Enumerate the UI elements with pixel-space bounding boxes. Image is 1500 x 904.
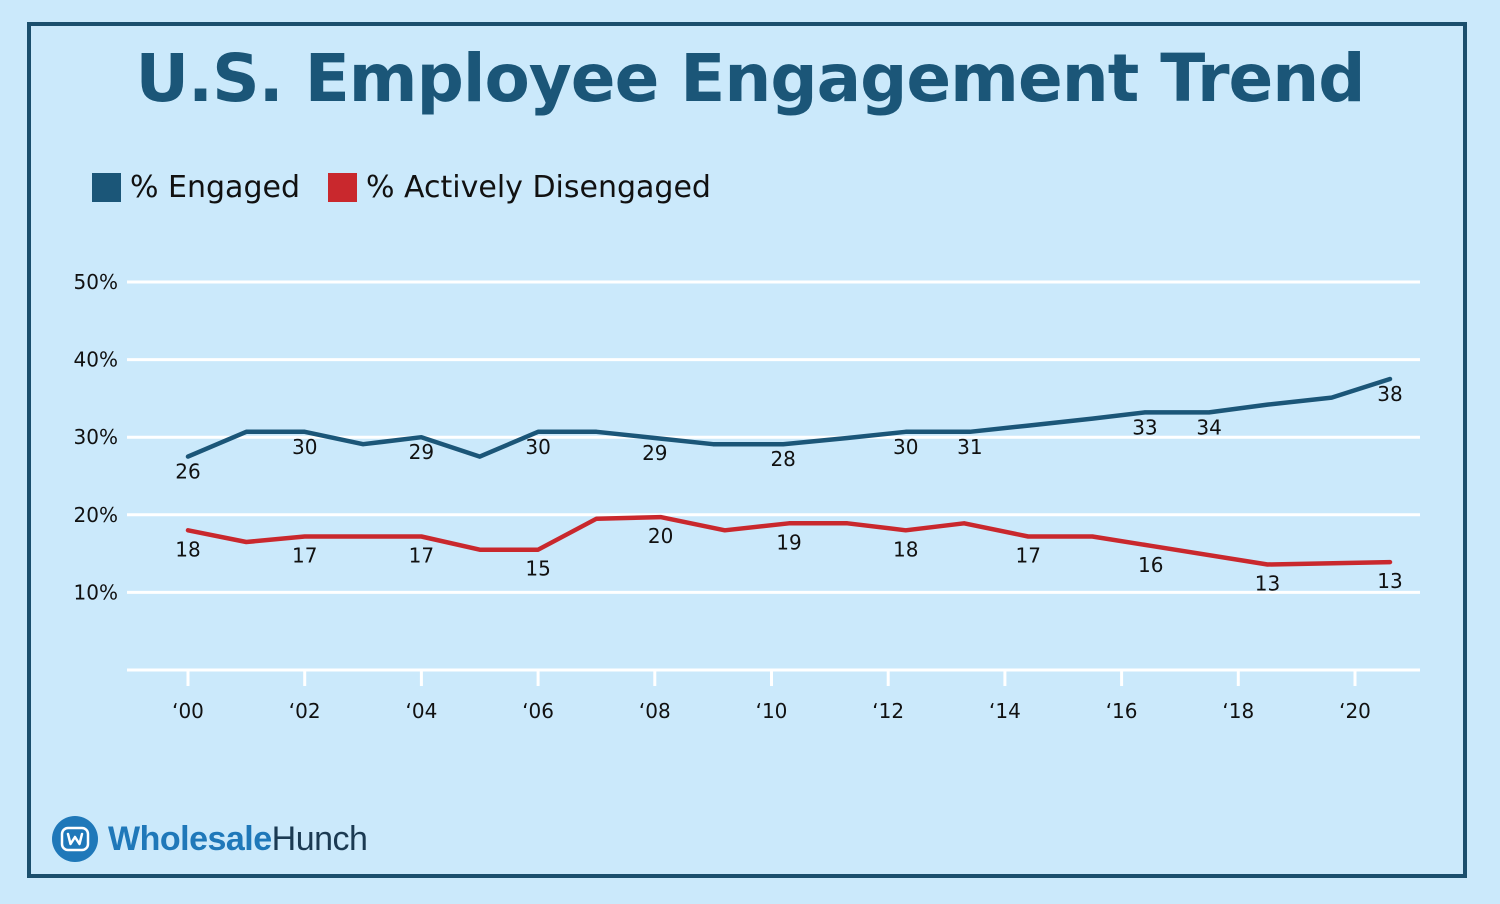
axis-layer: 50% 40% 30% 20% 10% ‘00 ‘02 ‘04 ‘06 ‘08 ‘10 ‘12 ‘14 ‘…: [74, 270, 1371, 723]
x-tick-label: ‘10: [756, 699, 788, 723]
data-label-engaged: 30: [893, 435, 918, 459]
data-label-engaged: 38: [1377, 382, 1402, 406]
data-label-disengaged: 18: [893, 537, 918, 561]
data-label-engaged: 30: [525, 435, 550, 459]
data-label-disengaged: 16: [1138, 553, 1163, 577]
x-tick-label: ‘02: [289, 699, 321, 723]
data-label-disengaged: 17: [1016, 544, 1041, 568]
series-line-engaged: [185, 376, 1393, 459]
data-label-disengaged: 15: [525, 557, 550, 581]
data-label-engaged: 29: [409, 440, 434, 464]
data-label-disengaged: 17: [292, 544, 317, 568]
data-label-layer: 26 30 29 30 29 28 30 31 33 34 38 18 17 17 15 20 19 18 17 16…: [175, 382, 1402, 595]
brand-logo-block: Wholesale Hunch: [52, 816, 368, 862]
x-tick-label: ‘06: [522, 699, 554, 723]
brand-logo-icon: [52, 816, 98, 862]
legend-swatch-disengaged: [327, 173, 357, 202]
legend-label-disengaged: % Actively Disengaged: [365, 170, 711, 205]
y-tick-label: 10%: [74, 580, 118, 604]
y-tick-label: 30%: [74, 425, 118, 449]
x-tick-label: ‘00: [172, 699, 204, 723]
data-label-disengaged: 13: [1377, 569, 1402, 593]
y-tick-label: 40%: [74, 348, 118, 372]
data-label-disengaged: 20: [648, 524, 673, 548]
legend-item-disengaged: % Actively Disengaged: [327, 170, 711, 205]
legend-item-engaged: % Engaged: [92, 170, 300, 205]
chart-frame: [27, 22, 1467, 878]
data-label-engaged: 28: [770, 447, 795, 471]
legend-label-engaged: % Engaged: [130, 170, 300, 205]
data-label-engaged: 26: [175, 460, 200, 484]
x-tick-label: ‘20: [1339, 699, 1371, 723]
series-line-disengaged: [185, 514, 1393, 567]
grid-layer: [127, 280, 1420, 672]
x-tick-label: ‘16: [1106, 699, 1138, 723]
brand-name-hunch: Hunch: [271, 819, 368, 858]
chart-title: U.S. Employee Engagement Trend: [135, 40, 1365, 117]
y-tick-label: 50%: [74, 270, 118, 294]
w-mark-icon: [60, 826, 90, 852]
x-tick-label: ‘12: [872, 699, 904, 723]
data-label-engaged: 33: [1132, 415, 1157, 439]
data-label-engaged: 30: [292, 435, 317, 459]
legend-swatch-engaged: [92, 173, 121, 202]
brand-name-wholesale: Wholesale: [108, 819, 272, 858]
x-tick-label: ‘04: [405, 699, 437, 723]
x-tick-label: ‘14: [989, 699, 1021, 723]
data-label-engaged: 29: [642, 441, 667, 465]
y-tick-label: 20%: [74, 503, 118, 527]
series-layer: [185, 376, 1393, 567]
legend: % Engaged % Actively Disengaged: [92, 170, 739, 205]
x-tick-label: ‘18: [1222, 699, 1254, 723]
data-label-disengaged: 19: [776, 530, 801, 554]
data-label-disengaged: 18: [175, 537, 200, 561]
data-label-disengaged: 17: [409, 544, 434, 568]
x-tick-label: ‘08: [639, 699, 671, 723]
data-label-engaged: 34: [1196, 415, 1221, 439]
data-label-disengaged: 13: [1255, 571, 1280, 595]
data-label-engaged: 31: [957, 435, 982, 459]
